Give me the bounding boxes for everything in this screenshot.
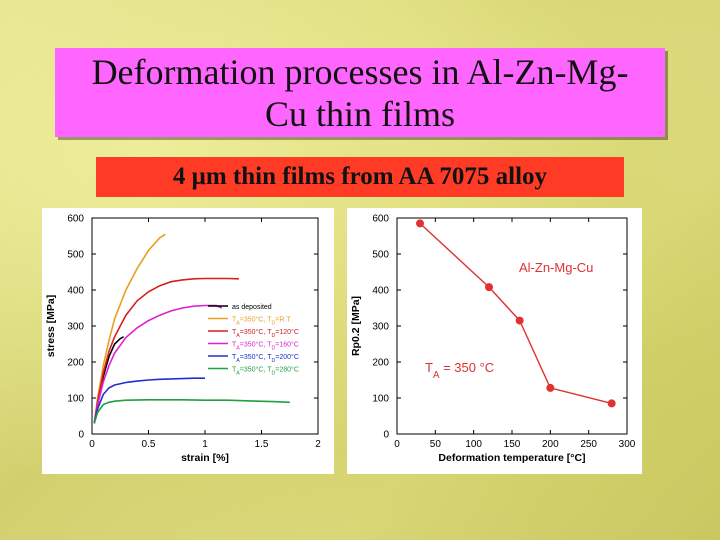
series-line-3 — [93, 277, 239, 424]
y-axis-label: Rp0.2 [MPa] — [350, 296, 362, 356]
legend-entry-6: TA=350°C, TD=280°C — [232, 366, 299, 377]
y-axis-label: stress [MPa] — [45, 295, 57, 357]
x-tick-label: 0.5 — [142, 439, 156, 450]
series-line — [419, 222, 612, 405]
x-tick-label: 300 — [619, 439, 636, 450]
legend-entry-5: TA=350°C, TD=200°C — [232, 353, 299, 364]
series-line-5 — [93, 377, 205, 424]
x-tick-label: 250 — [580, 439, 597, 450]
slide-title: Deformation processes in Al-Zn-Mg-Cu thi… — [91, 51, 629, 134]
subtitle-box: 4 μm thin films from AA 7075 alloy — [96, 157, 624, 197]
rp02-temperature-chart: 0 50 100 150 200 250 300 0 100 200 300 400 500 600 Def… — [350, 214, 636, 465]
data-point-5 — [607, 399, 616, 408]
slide-subtitle: 4 μm thin films from AA 7075 alloy — [172, 163, 548, 190]
x-axis-label: strain [%] — [181, 452, 229, 464]
x-tick-label: 150 — [504, 439, 521, 450]
y-tick-label: 100 — [67, 394, 84, 405]
y-tick-label: 300 — [372, 322, 389, 333]
y-tick-label: 100 — [372, 394, 389, 405]
y-tick-label: 300 — [67, 322, 84, 333]
y-tick-label: 500 — [372, 250, 389, 261]
legend-entry-1: as deposited — [232, 304, 272, 311]
x-tick-label: 2 — [315, 439, 321, 450]
x-axis-label: Deformation temperature [°C] — [438, 452, 585, 464]
y-tick-label: 200 — [67, 358, 84, 369]
y-tick-label: 500 — [67, 250, 84, 261]
title-box: Deformation processes in Al-Zn-Mg-Cu thi… — [55, 48, 665, 137]
y-tick-label: 0 — [78, 430, 84, 441]
data-point-4 — [546, 383, 555, 392]
legend-entry-4: TA=350°C, TD=160°C — [232, 341, 299, 352]
stress-strain-chart: 0 0.5 1 1.5 2 0 100 200 300 400 500 600 strain [%] st… — [45, 214, 321, 465]
legend-entry-2: TA=350°C, TD=R.T. — [232, 316, 292, 327]
annotation-ta: TA = 350 °C — [425, 360, 494, 381]
x-tick-label: 0 — [89, 439, 95, 450]
y-tick-label: 200 — [372, 358, 389, 369]
x-tick-label: 100 — [465, 439, 482, 450]
plot-frame — [396, 217, 628, 435]
y-tick-label: 0 — [383, 430, 389, 441]
y-tick-label: 600 — [67, 214, 84, 225]
legend-entry-3: TA=350°C, TD=120°C — [232, 328, 299, 339]
rp02-temperature-chart-panel: 0 50 100 150 200 250 300 0 100 200 300 400 500 600 Def… — [347, 208, 642, 474]
data-point-3 — [515, 316, 524, 325]
y-tick-label: 400 — [372, 286, 389, 297]
x-tick-label: 0 — [394, 439, 400, 450]
x-tick-label: 200 — [542, 439, 559, 450]
series-line-4 — [93, 304, 223, 424]
x-tick-label: 1 — [202, 439, 208, 450]
y-tick-label: 400 — [67, 286, 84, 297]
stress-strain-chart-panel: 0 0.5 1 1.5 2 0 100 200 300 400 500 600 strain [%] st… — [42, 208, 334, 474]
series-line-6 — [93, 399, 290, 424]
y-tick-label: 600 — [372, 214, 389, 225]
series-line-2 — [93, 233, 166, 424]
x-tick-label: 50 — [430, 439, 442, 450]
data-point-2 — [485, 283, 493, 292]
data-point-1 — [416, 219, 424, 228]
series-label: Al-Zn-Mg-Cu — [519, 260, 593, 275]
x-tick-label: 1.5 — [255, 439, 269, 450]
